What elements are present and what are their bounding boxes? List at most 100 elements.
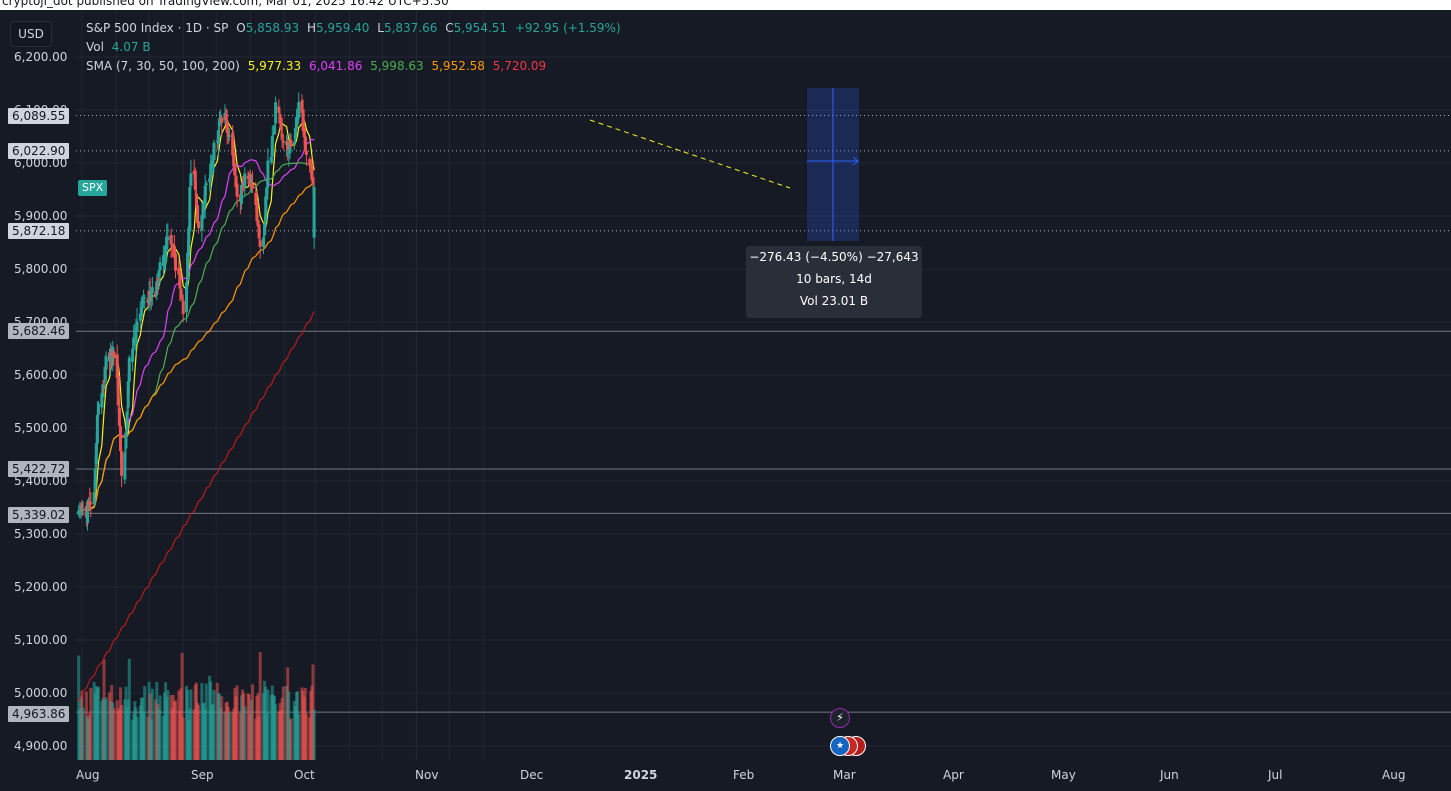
currency-button[interactable]: USD (10, 21, 52, 47)
candle-body (187, 227, 191, 257)
measure-volume: Vol 23.01 B (799, 294, 869, 308)
legend-close: 5,954.51 (453, 21, 508, 35)
legend-volume: Vol 4.07 B (86, 40, 151, 54)
volume-bar (281, 686, 285, 760)
candle-body (139, 306, 143, 317)
candle-body (209, 163, 213, 179)
candle-body (235, 183, 239, 197)
candle-body (226, 131, 230, 136)
candle-body (248, 173, 252, 186)
candle-body (194, 194, 198, 207)
price-label[interactable]: 5,422.72 (8, 461, 70, 477)
legend-c-label: C (445, 21, 454, 35)
candle-body (161, 255, 165, 266)
y-tick: 5,200.00 (14, 580, 68, 594)
candle-body (273, 127, 276, 130)
y-tick: 6,200.00 (14, 50, 68, 64)
candle-body (102, 380, 106, 382)
candle-body (303, 136, 307, 152)
candle-body (134, 327, 138, 341)
candle-body (202, 206, 206, 208)
candle-body (204, 183, 208, 185)
y-tick: 5,000.00 (14, 686, 68, 700)
volume-bar (120, 705, 124, 760)
candle-body (92, 492, 96, 505)
trendline-dashed (589, 119, 791, 189)
candles (77, 92, 316, 531)
candle-body (203, 185, 207, 206)
candle-body (271, 133, 275, 135)
legend-vol-label: Vol (86, 40, 104, 54)
candle-body (188, 187, 192, 232)
candle-body (89, 502, 93, 504)
candle-body (124, 432, 128, 449)
volume-bar (104, 697, 108, 760)
price-label[interactable]: 6,022.90 (8, 143, 70, 159)
candle-body (231, 132, 235, 156)
us-flag-event-icon[interactable]: ★ (830, 736, 850, 756)
candle-body (274, 102, 278, 124)
candle-body (295, 117, 298, 128)
price-label[interactable]: 5,682.46 (8, 323, 70, 339)
x-tick: Nov (415, 768, 439, 782)
lightning-event-icon[interactable]: ⚡ (830, 708, 850, 728)
x-tick: Apr (943, 768, 964, 782)
y-tick: 5,400.00 (14, 474, 68, 488)
symbol-tag[interactable]: SPX (78, 180, 108, 196)
candle-body (117, 407, 121, 426)
candle-body (281, 140, 285, 143)
candle-body (97, 403, 100, 415)
x-tick: May (1051, 768, 1076, 782)
candle-body (157, 270, 161, 277)
candle-body (180, 298, 184, 300)
candle-body (301, 109, 305, 131)
candle-body (210, 160, 214, 169)
y-tick: 5,100.00 (14, 633, 68, 647)
legend-low: 5,837.66 (383, 21, 438, 35)
price-label[interactable]: 5,872.18 (8, 223, 70, 239)
chart-pane[interactable]: USD S&P 500 Index · 1D · SP O5,858.93 H5… (0, 10, 1451, 791)
volume-bar (89, 687, 93, 760)
legend-vol-value: 4.07 B (111, 40, 151, 54)
volume-bar (135, 717, 139, 760)
volume-bar (166, 690, 170, 760)
x-tick: Jun (1160, 768, 1179, 782)
candle-body (212, 142, 216, 161)
publisher-line: cryptoji_dot published on TradingView.co… (0, 0, 1451, 10)
price-label[interactable]: 5,339.02 (8, 507, 70, 523)
candle-body (119, 426, 122, 452)
candle-body (308, 159, 312, 166)
measure-arrow-head (852, 156, 859, 166)
volume-bar (197, 705, 201, 760)
price-lines (76, 115, 1451, 713)
candle-body (297, 102, 301, 119)
price-chart[interactable] (0, 10, 1451, 791)
x-tick: Aug (1382, 768, 1406, 782)
price-label[interactable]: 6,089.55 (8, 108, 70, 124)
legend-sma-label: SMA (7, 30, 50, 100, 200) (86, 59, 240, 73)
volume-bar (150, 688, 154, 760)
y-tick: 5,900.00 (14, 209, 68, 223)
candle-body (293, 127, 297, 139)
volume-bar (274, 704, 278, 760)
candle-body (300, 100, 304, 114)
volume-bar (243, 706, 247, 760)
candle-body (197, 221, 201, 229)
candle-body (243, 173, 247, 188)
candle-body (169, 234, 173, 245)
candle-body (296, 116, 300, 121)
candle-body (240, 185, 243, 204)
candle-body (289, 140, 293, 147)
price-label[interactable]: 4,963.86 (8, 706, 70, 722)
volume-bar (304, 713, 308, 760)
candle-body (120, 451, 124, 476)
volume-bar (289, 718, 293, 760)
candle-body (310, 164, 314, 180)
candle-body (81, 508, 85, 511)
y-tick: 6,000.00 (14, 156, 68, 170)
candle-body (216, 130, 220, 145)
legend-h-label: H (306, 21, 316, 35)
volume-bar (204, 683, 208, 760)
candle-body (178, 271, 182, 289)
candle-body (126, 381, 130, 408)
